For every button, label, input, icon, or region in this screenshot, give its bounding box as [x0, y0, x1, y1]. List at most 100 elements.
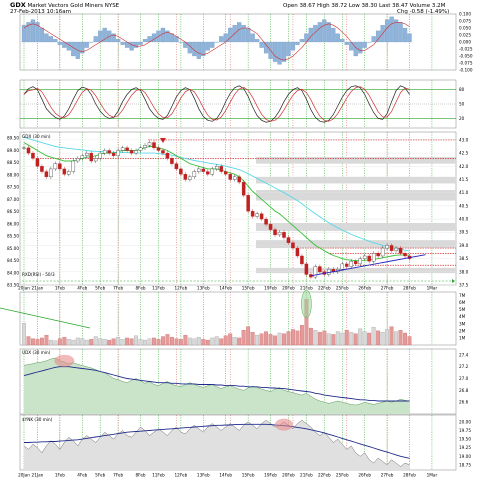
- macd-histogram-bar: [389, 16, 394, 43]
- macd-y-tick-label: 0.025: [459, 33, 471, 38]
- macd-histogram-bar: [340, 39, 345, 43]
- volume-bar: [183, 334, 188, 346]
- volume-bar: [326, 333, 331, 346]
- volume-bar: [259, 333, 264, 346]
- volume-bar: [125, 337, 130, 346]
- udx-y-tick-label: 27.4: [459, 352, 469, 357]
- diagonal-trend-line: [0, 307, 91, 329]
- open-value: 38.67: [299, 3, 316, 9]
- macd-histogram-bar: [160, 27, 166, 43]
- candle-body: [31, 152, 35, 159]
- volume-bar: [322, 330, 327, 346]
- candle-body: [129, 150, 134, 154]
- candle-body: [367, 255, 371, 262]
- macd-histogram-bar: [295, 41, 300, 45]
- x-tick-label-bottom: 15Feb: [242, 473, 255, 478]
- ynk-line: [23, 419, 410, 467]
- price-left-tick-label: 89.50: [7, 136, 19, 141]
- macd-histogram-bar: [241, 25, 246, 43]
- candle-body: [22, 147, 26, 149]
- macd-histogram-bar: [120, 41, 125, 45]
- volume-bar: [178, 339, 183, 346]
- candle-body: [206, 171, 210, 175]
- macd-histogram-bar: [21, 25, 27, 43]
- ynk-ma-line: [24, 423, 410, 459]
- ynk-area: [24, 420, 410, 470]
- candle-body: [398, 247, 403, 254]
- candle-body: [80, 155, 85, 159]
- volume-bar: [255, 334, 260, 346]
- macd-histogram-bar: [376, 30, 381, 43]
- x-tick-label-bottom: 20Jan: [18, 473, 30, 478]
- ynk-y-tick-label: 19.25: [459, 445, 471, 450]
- macd-histogram-bar: [344, 41, 349, 45]
- price-right-tick-label: 42.5: [459, 151, 469, 156]
- macd-histogram-bar: [57, 41, 62, 45]
- macd-histogram-bar: [53, 39, 58, 43]
- volume-bar: [134, 335, 138, 346]
- candle-body: [116, 150, 120, 156]
- x-tick-label-bottom: 20Feb: [282, 473, 295, 478]
- candle-body: [107, 150, 111, 154]
- candle-body: [201, 168, 206, 172]
- macd-histogram-bar: [277, 41, 282, 65]
- volume-y-tick-label: 1M: [459, 335, 466, 340]
- candle-body: [358, 258, 362, 265]
- macd-histogram-bar: [35, 22, 40, 43]
- candle-body: [313, 266, 318, 278]
- macd-histogram-bar: [39, 27, 45, 43]
- volume-bar: [156, 339, 161, 346]
- stoch-y-tick-label: 80: [459, 87, 465, 92]
- volume-bar: [362, 331, 367, 346]
- candle-body: [349, 261, 353, 267]
- volume-spike-highlight: [301, 289, 312, 319]
- volume-bar: [152, 337, 156, 346]
- volume-bar: [210, 337, 215, 346]
- volume-bar: [228, 333, 233, 346]
- macd-histogram-bar: [322, 19, 327, 43]
- volume-bar: [250, 332, 255, 346]
- volume-bar: [89, 339, 94, 346]
- volume-bar: [40, 337, 44, 346]
- volume-y-tick-label: 2M: [459, 328, 466, 333]
- candle-body: [295, 247, 300, 257]
- macd-histogram-bar: [358, 41, 363, 54]
- candle-body: [147, 142, 152, 146]
- price-left-tick-label: 84.50: [7, 258, 19, 263]
- volume-bar: [75, 337, 80, 346]
- ticker-symbol: GDX: [10, 1, 26, 9]
- macd-histogram-bar: [219, 36, 224, 43]
- macd-histogram-bar: [142, 39, 148, 43]
- x-tick-label-price: 25Feb: [336, 286, 349, 291]
- ynk-y-tick-label: 20.00: [459, 419, 471, 424]
- x-tick-label-bottom: 19Feb: [264, 473, 277, 478]
- macd-histogram-bar: [393, 19, 399, 43]
- volume-bar: [138, 339, 143, 346]
- macd-histogram-bar: [44, 33, 49, 43]
- x-tick-label-price: 1Feb: [55, 286, 65, 291]
- price-highlight-band: [256, 157, 456, 164]
- macd-histogram-bar: [384, 19, 390, 43]
- x-tick-label-price: 13Feb: [197, 286, 210, 291]
- price-left-tick-label: 85.00: [7, 246, 19, 251]
- macd-histogram-bar: [259, 41, 264, 48]
- volume-bar: [264, 331, 268, 346]
- exchange-name: NYSE: [104, 3, 120, 9]
- macd-histogram-bar: [228, 27, 233, 43]
- macd-histogram-bar: [111, 33, 116, 43]
- volume-bar: [371, 327, 376, 346]
- candle-body: [170, 158, 174, 164]
- candle-body: [241, 181, 246, 196]
- macd-histogram-bar: [398, 22, 403, 43]
- x-tick-label-bottom: 12Feb: [175, 473, 188, 478]
- candle-body: [102, 150, 107, 154]
- stoch-k-line: [23, 85, 410, 123]
- candle-body: [138, 147, 143, 151]
- volume-bar: [102, 339, 107, 346]
- macd-histogram-bar: [237, 22, 242, 43]
- candle-body: [353, 261, 358, 265]
- candle-body: [318, 266, 322, 272]
- candle-body: [223, 171, 228, 175]
- price-left-tick-label: 89.00: [7, 148, 19, 153]
- candle-body: [277, 232, 282, 236]
